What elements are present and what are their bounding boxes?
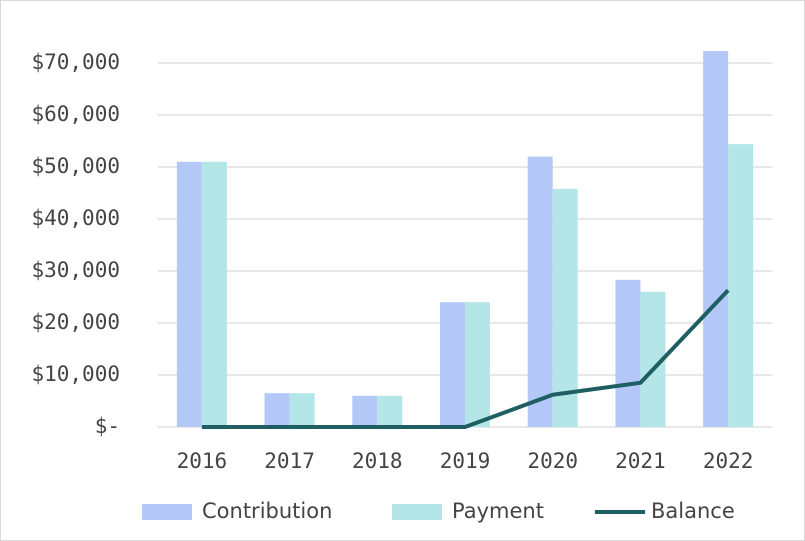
bar xyxy=(289,393,315,427)
bar xyxy=(352,395,378,427)
legend-label: Contribution xyxy=(202,499,332,523)
bar xyxy=(615,279,641,427)
x-tick-label: 2021 xyxy=(615,449,666,473)
legend-label: Balance xyxy=(651,499,735,523)
y-tick-label: $60,000 xyxy=(31,102,120,126)
bar xyxy=(703,51,729,427)
legend-swatch xyxy=(392,504,442,520)
bar xyxy=(465,302,490,427)
legend-label: Payment xyxy=(452,499,544,523)
x-tick-label: 2022 xyxy=(703,449,754,473)
legend-swatch xyxy=(142,504,192,520)
y-tick-label: $- xyxy=(95,414,120,438)
bar xyxy=(440,302,465,427)
y-tick-label: $50,000 xyxy=(31,154,120,178)
bar xyxy=(264,393,290,427)
y-tick-label: $70,000 xyxy=(31,50,120,74)
x-tick-label: 2018 xyxy=(352,449,403,473)
bar xyxy=(552,188,578,427)
line xyxy=(201,288,730,429)
bar xyxy=(176,161,202,428)
y-tick-label: $20,000 xyxy=(31,310,120,334)
x-tick-label: 2020 xyxy=(527,449,578,473)
x-tick-label: 2019 xyxy=(440,449,491,473)
y-tick-label: $10,000 xyxy=(31,362,120,386)
bar xyxy=(728,144,754,427)
y-tick-label: $40,000 xyxy=(31,206,120,230)
y-tick-label: $30,000 xyxy=(31,258,120,282)
x-tick-label: 2017 xyxy=(264,449,315,473)
x-tick-label: 2016 xyxy=(177,449,228,473)
bar xyxy=(201,161,227,428)
bar xyxy=(377,395,403,427)
bar xyxy=(527,156,553,427)
